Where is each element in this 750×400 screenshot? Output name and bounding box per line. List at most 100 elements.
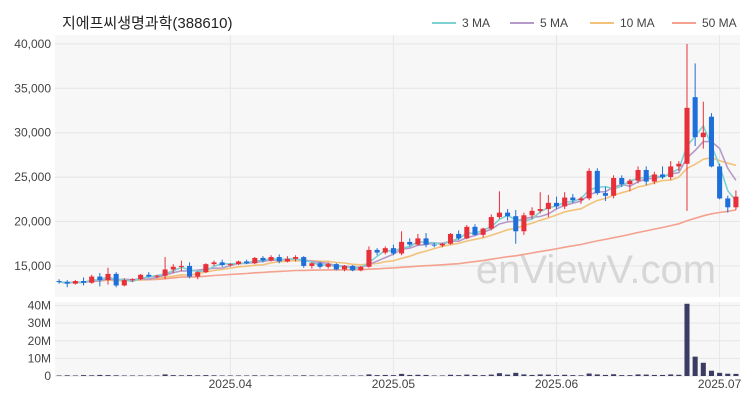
candle-body xyxy=(586,170,592,199)
volume-tick-label: 30M xyxy=(28,316,51,330)
volume-tick-label: 10M xyxy=(28,351,51,365)
volume-bar xyxy=(301,375,307,376)
price-tick-label: 40,000 xyxy=(14,37,51,51)
volume-bar xyxy=(309,375,315,376)
candle-body xyxy=(668,166,674,178)
volume-bar xyxy=(162,374,168,376)
volume-bar xyxy=(456,375,462,376)
volume-bar xyxy=(366,374,372,376)
candle-body xyxy=(89,276,95,283)
candle-body xyxy=(708,116,714,167)
volume-bar xyxy=(553,375,560,376)
volume-bar xyxy=(505,374,511,376)
candle-body xyxy=(390,248,396,254)
volume-bar xyxy=(97,374,103,376)
candle-body xyxy=(154,275,160,277)
candle-body xyxy=(611,177,617,196)
candle-body xyxy=(113,273,119,286)
candle-body xyxy=(431,244,437,246)
volume-bar xyxy=(708,370,714,376)
candle-body xyxy=(235,261,242,265)
candle-body xyxy=(187,265,193,277)
legend-label: 50 MA xyxy=(702,16,737,30)
volume-bar xyxy=(284,375,290,376)
volume-bar xyxy=(138,375,144,376)
volume-bar xyxy=(447,374,454,376)
volume-bar xyxy=(178,375,184,376)
volume-bar xyxy=(692,356,698,376)
candle-body xyxy=(725,198,731,208)
volume-bar xyxy=(627,375,633,376)
volume-bar xyxy=(374,375,380,376)
volume-bar xyxy=(260,375,266,376)
candle-body xyxy=(219,262,225,266)
legend-label: 3 MA xyxy=(462,16,490,30)
volume-bar xyxy=(733,373,739,376)
volume-bar xyxy=(570,375,576,376)
candle-body xyxy=(81,281,87,283)
volume-bar xyxy=(227,375,233,376)
volume-bar xyxy=(235,375,242,376)
volume-bar xyxy=(154,375,160,376)
candle-body xyxy=(464,226,470,239)
candle-body xyxy=(562,197,568,207)
volume-bar xyxy=(252,375,258,376)
volume-bar xyxy=(211,375,217,376)
volume-bar xyxy=(464,374,470,376)
date-tick-label: 2025.07 xyxy=(698,377,742,391)
chart-title: 지에프씨생명과학(388610) xyxy=(62,15,232,32)
candle-body xyxy=(505,212,511,217)
candle-body xyxy=(496,212,502,218)
volume-axis: 0 10M 20M 30M 40M xyxy=(28,299,52,383)
candle-body xyxy=(447,233,454,244)
volume-bar xyxy=(399,373,405,376)
candle-body xyxy=(521,215,527,232)
volume-bar xyxy=(187,375,193,376)
candle-body xyxy=(717,166,723,199)
volume-bar xyxy=(390,375,396,376)
volume-bar xyxy=(651,374,657,376)
candle-body xyxy=(341,265,348,270)
candle-body xyxy=(227,264,233,266)
volume-bars xyxy=(56,303,739,376)
legend: 3 MA 5 MA 10 MA 50 MA xyxy=(432,16,737,30)
candles xyxy=(56,43,739,288)
candle-body xyxy=(260,257,266,261)
volume-bar xyxy=(268,375,274,376)
candle-body xyxy=(203,264,209,273)
candle-body xyxy=(162,269,168,276)
candle-body xyxy=(382,248,388,253)
candle-body xyxy=(366,249,372,267)
candle-body xyxy=(333,264,339,270)
volume-bar xyxy=(660,374,666,376)
volume-bar xyxy=(113,375,119,376)
candle-body xyxy=(252,257,258,264)
volume-bar xyxy=(562,374,568,376)
candle-body xyxy=(121,280,127,286)
candle-body xyxy=(537,209,543,211)
candle-body xyxy=(129,279,135,281)
legend-label: 5 MA xyxy=(540,16,568,30)
volume-bar xyxy=(529,374,535,376)
candle-body xyxy=(578,198,584,201)
candle-body xyxy=(545,202,551,210)
volume-bar xyxy=(358,375,364,376)
watermark: enViewV.com xyxy=(476,248,716,292)
candle-body xyxy=(627,180,633,185)
candle-body xyxy=(293,257,299,259)
volume-bar xyxy=(56,375,62,376)
price-tick-label: 20,000 xyxy=(14,215,51,229)
candle-body xyxy=(64,281,70,284)
volume-bar xyxy=(203,375,209,376)
candle-body xyxy=(374,249,380,253)
candle-body xyxy=(660,174,666,178)
volume-bar xyxy=(676,374,682,376)
candle-body xyxy=(553,202,560,207)
candle-body xyxy=(284,258,290,262)
date-tick-label: 2025.04 xyxy=(209,377,253,391)
volume-bar xyxy=(537,374,543,376)
volume-bar xyxy=(415,374,421,376)
volume-bar xyxy=(586,373,592,376)
volume-bar xyxy=(64,375,70,376)
